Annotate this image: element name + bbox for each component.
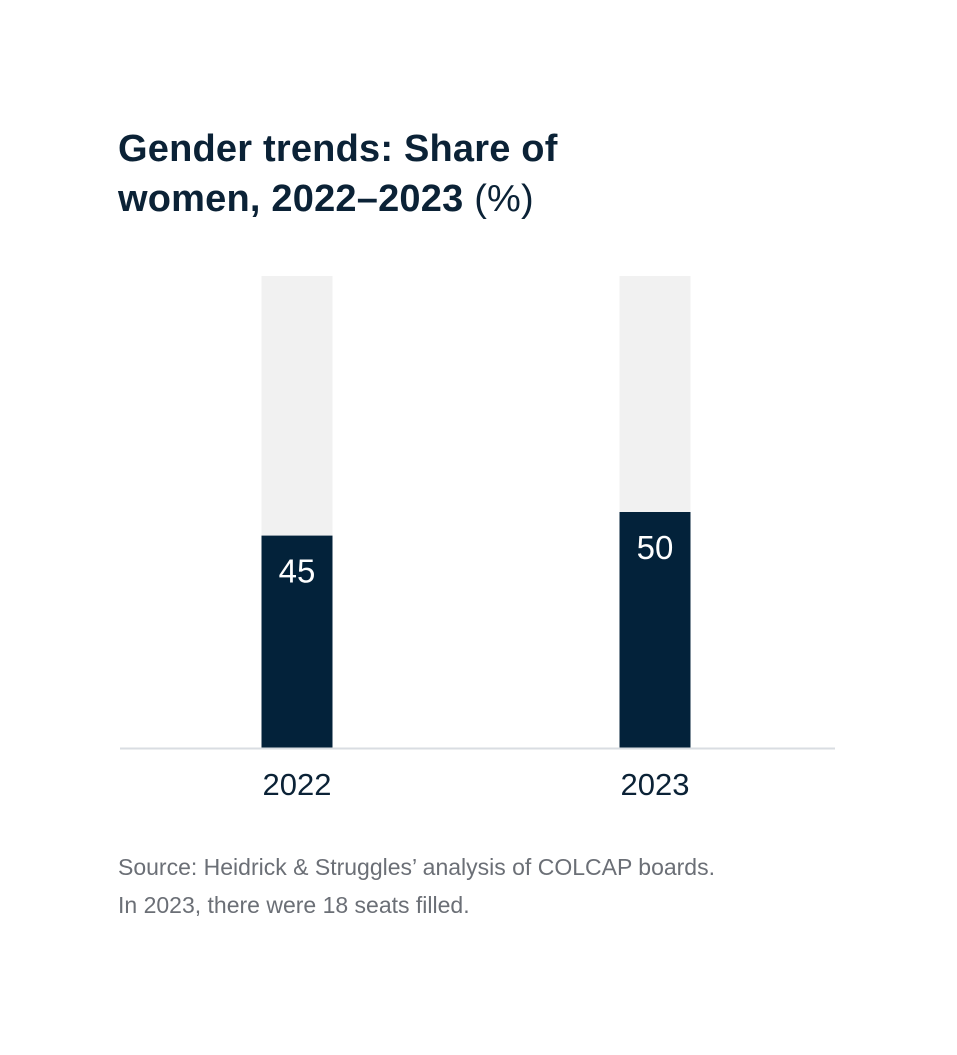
category-label-2023: 2023	[621, 767, 690, 802]
data-label-2022: 45	[279, 553, 316, 590]
category-label-2022: 2022	[263, 767, 332, 802]
bar-2023	[619, 512, 691, 748]
chart-title-line1: Gender trends: Share of	[118, 128, 558, 170]
chart-title-unit: (%)	[474, 178, 534, 220]
chart-title-line2: women, 2022–2023	[118, 178, 464, 220]
source-line2: In 2023, there were 18 seats filled.	[118, 892, 470, 918]
source-line1: Source: Heidrick & Struggles’ analysis o…	[118, 854, 715, 880]
source-note: Source: Heidrick & Struggles’ analysis o…	[118, 848, 878, 924]
chart-title: Gender trends: Share of women, 2022–2023…	[118, 124, 758, 224]
bar-2022	[261, 535, 333, 748]
data-label-2023: 50	[637, 529, 674, 566]
